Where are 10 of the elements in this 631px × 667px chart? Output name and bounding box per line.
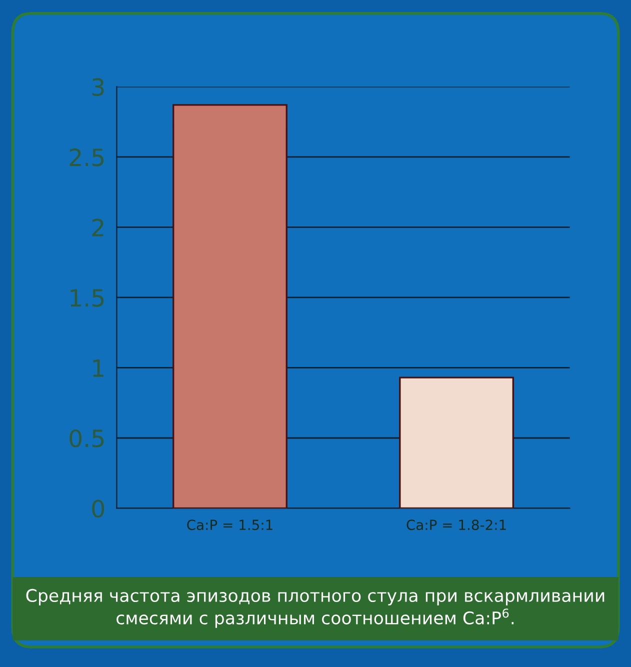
y-tick-label: 0 — [92, 500, 104, 518]
y-tick-label: 2 — [92, 218, 104, 236]
y-tick-label: 2.5 — [70, 148, 104, 166]
x-tick-label: Ca:P = 1.5:1 — [187, 520, 272, 530]
y-tick-label: 1.5 — [70, 289, 104, 307]
text: Средняя частота эпизодов плотного стула при вскармливании смесями с различным соотношением Ca:P$^{6}$. — [26, 588, 604, 628]
y-tick-label: 1 — [93, 359, 104, 377]
y-tick-label: 3 — [92, 78, 104, 96]
y-tick-label: 0.5 — [70, 429, 104, 448]
x-tick-label: Ca:P = 1.8-2:1 — [406, 520, 506, 530]
